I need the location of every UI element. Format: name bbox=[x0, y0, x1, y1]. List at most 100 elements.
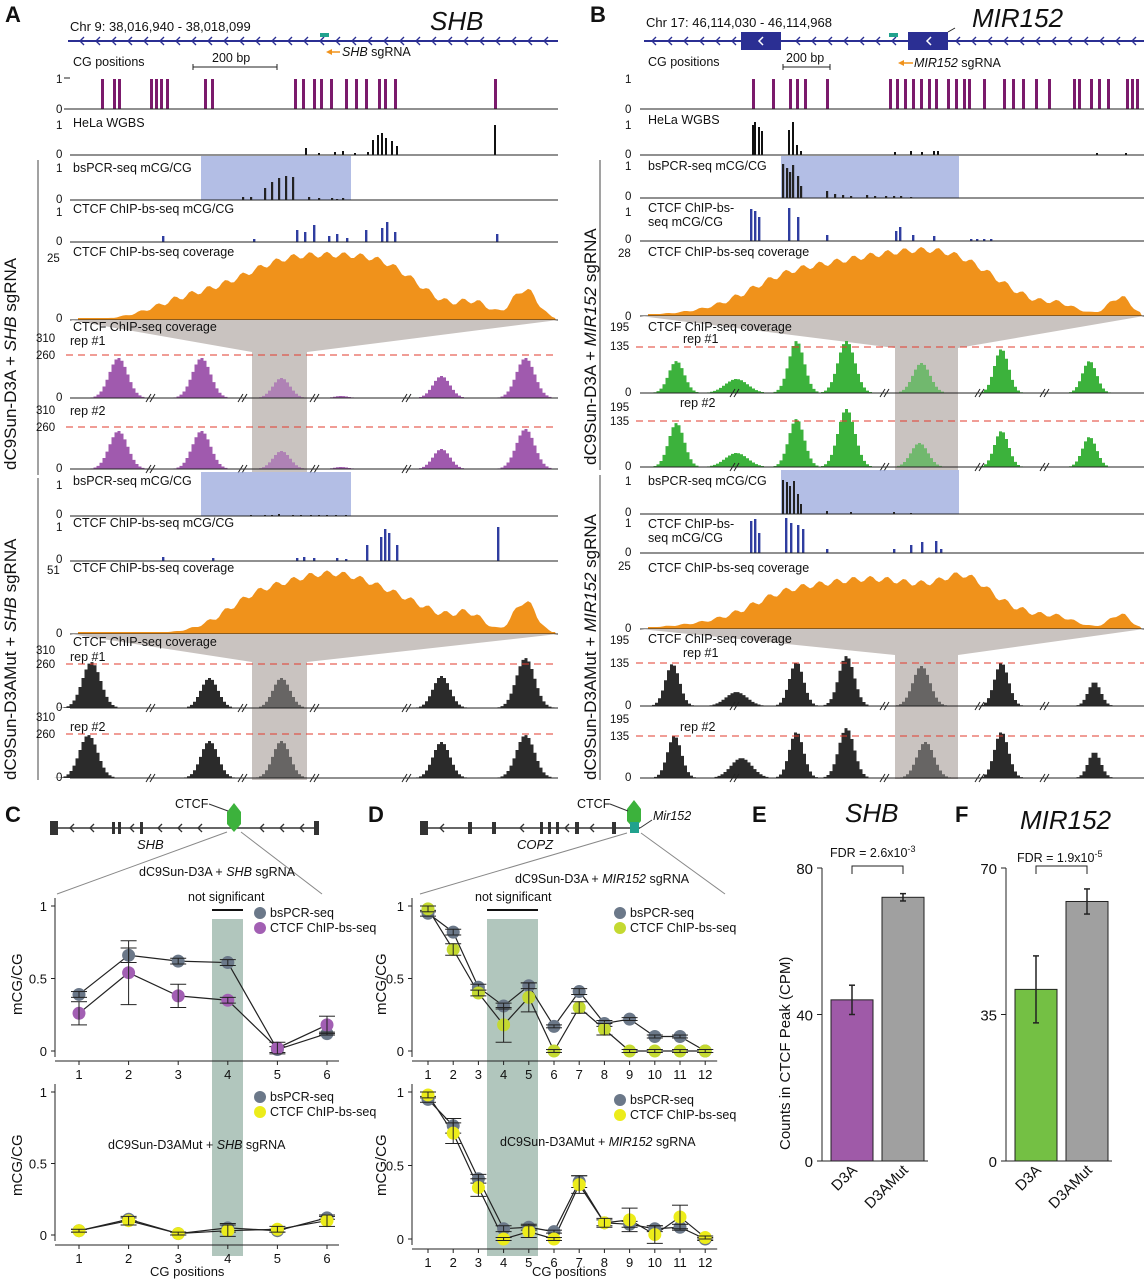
track-bar bbox=[896, 79, 899, 109]
strand-chevron bbox=[731, 36, 737, 46]
b-scale-label: 200 bp bbox=[786, 51, 824, 65]
strand-chevron bbox=[463, 36, 469, 46]
track-bar bbox=[212, 558, 215, 561]
track-bar bbox=[150, 79, 153, 109]
d-not-significant-band bbox=[487, 919, 538, 1256]
b-g1-rep1: rep #1 bbox=[683, 332, 718, 346]
track-bar bbox=[113, 79, 116, 109]
chip-peak bbox=[702, 758, 781, 778]
x-tick-label: 8 bbox=[601, 1255, 608, 1270]
x-tick-label: 6 bbox=[323, 1067, 330, 1082]
x-tick-label: 5 bbox=[525, 1067, 532, 1082]
y-tick-label: 35 bbox=[980, 1008, 997, 1025]
track-bar bbox=[320, 79, 323, 109]
x-tick-label: 6 bbox=[323, 1251, 330, 1266]
y-tick-label: 0 bbox=[989, 1154, 997, 1171]
svg-text:135: 135 bbox=[610, 658, 629, 670]
c-zoom-left bbox=[56, 831, 228, 895]
chip-peak bbox=[410, 376, 473, 398]
track-bar bbox=[933, 236, 936, 241]
track-bar bbox=[921, 152, 923, 155]
chip-peak bbox=[84, 431, 151, 469]
track-bar bbox=[166, 79, 169, 109]
strand-chevron bbox=[987, 36, 993, 46]
strand-chevron bbox=[143, 36, 149, 46]
a-g2-sgrna-highlight bbox=[201, 472, 351, 516]
svg-text:0: 0 bbox=[56, 194, 62, 206]
c-bottom-subtitle: dC9Sun-D3AMut + SHB sgRNA bbox=[108, 1138, 286, 1152]
b-coordinates: Chr 17: 46,114,030 - 46,114,968 bbox=[646, 15, 832, 30]
a-g1-rep2-peaks bbox=[84, 429, 558, 474]
strand-chevron bbox=[207, 36, 213, 46]
chip-peak bbox=[54, 735, 121, 778]
track-bar bbox=[365, 230, 368, 242]
track-bar bbox=[296, 230, 299, 242]
track-bar bbox=[372, 140, 374, 155]
series-line bbox=[78, 954, 328, 1051]
track-bar bbox=[278, 178, 281, 200]
track-bar bbox=[750, 209, 753, 241]
b-g1-chipseq-label: CTCF ChIP-seq coverage bbox=[648, 320, 792, 334]
a-g1-rep1-peaks bbox=[84, 358, 558, 403]
d-gene-label: COPZ bbox=[517, 837, 554, 852]
x-tick-label: 10 bbox=[648, 1255, 662, 1270]
y-tick-label: 70 bbox=[980, 861, 997, 878]
strand-chevron bbox=[157, 823, 163, 833]
y-tick-label: 0 bbox=[40, 1228, 47, 1243]
x-tick-label: 4 bbox=[500, 1255, 507, 1270]
x-tick-label: 5 bbox=[274, 1067, 281, 1082]
track-bar bbox=[976, 239, 979, 241]
d-top-legend: bsPCR-seq CTCF ChIP-bs-seq bbox=[614, 906, 736, 935]
track-bar bbox=[285, 176, 288, 200]
strand-chevron bbox=[651, 36, 657, 46]
strand-chevron bbox=[543, 36, 549, 46]
panel-label-a: A bbox=[5, 2, 21, 27]
strand-chevron bbox=[335, 36, 341, 46]
panel-f: F MIR152 FDR = 1.9x10-5 0 35 70 D3A D3AMut bbox=[955, 802, 1112, 1212]
c-xlabel: CG positions bbox=[150, 1264, 225, 1279]
d-top-subtitle: dC9Sun-D3A + MIR152 sgRNA bbox=[515, 872, 690, 886]
b-gene-title: MIR152 bbox=[972, 3, 1064, 33]
b-sgrna-label: MIR152 sgRNA bbox=[914, 56, 1002, 70]
track-bar bbox=[381, 133, 383, 155]
x-tick-label: 5 bbox=[274, 1251, 281, 1266]
track-bar bbox=[789, 79, 792, 109]
track-bar bbox=[912, 235, 915, 241]
b-g1-coverage-label: CTCF ChIP-bs-seq coverage bbox=[648, 245, 809, 259]
a-coordinates: Chr 9: 38,016,940 - 38,018,099 bbox=[70, 19, 251, 34]
d-zoom-right bbox=[640, 832, 726, 895]
a-g1-coverage-area bbox=[78, 251, 556, 320]
svg-text:CTCF ChIP-bs-seq: CTCF ChIP-bs-seq bbox=[630, 1108, 736, 1122]
b-g1-chipbs-bars bbox=[750, 208, 993, 241]
x-tick-label: 7 bbox=[576, 1255, 583, 1270]
strand-chevron bbox=[89, 823, 95, 833]
track-bar bbox=[933, 151, 935, 155]
track-bar bbox=[874, 196, 877, 198]
track-bar bbox=[294, 79, 297, 109]
e-ylabel: Counts in CTCF Peak (CPM) bbox=[777, 957, 794, 1150]
strand-chevron bbox=[875, 36, 881, 46]
strand-chevron bbox=[197, 823, 203, 833]
track-bar bbox=[330, 79, 333, 109]
chip-peak bbox=[770, 732, 821, 778]
strand-chevron bbox=[223, 36, 229, 46]
b-sgrna-mark bbox=[889, 33, 898, 37]
svg-text:0: 0 bbox=[56, 392, 62, 404]
svg-text:0: 0 bbox=[625, 772, 631, 784]
a-sgrna-mark bbox=[320, 33, 329, 37]
strand-chevron bbox=[191, 36, 197, 46]
track-bar bbox=[1096, 153, 1098, 155]
x-tick-label: 4 bbox=[500, 1067, 507, 1082]
a-gene-title: SHB bbox=[430, 6, 483, 36]
y-tick-label: 0 bbox=[397, 1044, 404, 1059]
b-g1-bspcr-label: bsPCR-seq mCG/CG bbox=[648, 159, 767, 173]
track-bar bbox=[365, 79, 368, 109]
x-tick-label: 3 bbox=[175, 1067, 182, 1082]
panel-c: C CTCF SHB dC9Sun-D3A + SHB sgRNA not si… bbox=[5, 797, 376, 1279]
svg-text:135: 135 bbox=[610, 731, 629, 743]
c-not-significant-band bbox=[212, 919, 243, 1256]
track-bar bbox=[250, 197, 253, 200]
svg-text:0: 0 bbox=[56, 313, 62, 325]
strand-chevron bbox=[811, 36, 817, 46]
track-bar bbox=[346, 238, 349, 242]
